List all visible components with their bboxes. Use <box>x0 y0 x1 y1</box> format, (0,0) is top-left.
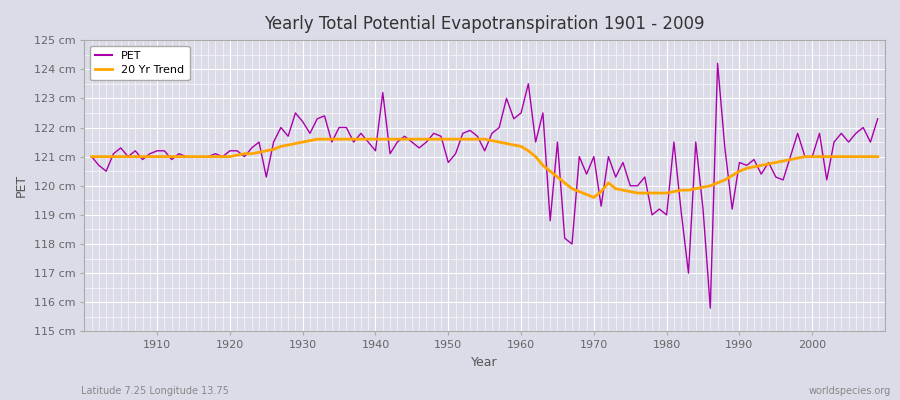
X-axis label: Year: Year <box>472 356 498 369</box>
Legend: PET, 20 Yr Trend: PET, 20 Yr Trend <box>90 46 190 80</box>
Text: worldspecies.org: worldspecies.org <box>809 386 891 396</box>
Y-axis label: PET: PET <box>15 174 28 197</box>
Title: Yearly Total Potential Evapotranspiration 1901 - 2009: Yearly Total Potential Evapotranspiratio… <box>265 15 705 33</box>
Text: Latitude 7.25 Longitude 13.75: Latitude 7.25 Longitude 13.75 <box>81 386 229 396</box>
